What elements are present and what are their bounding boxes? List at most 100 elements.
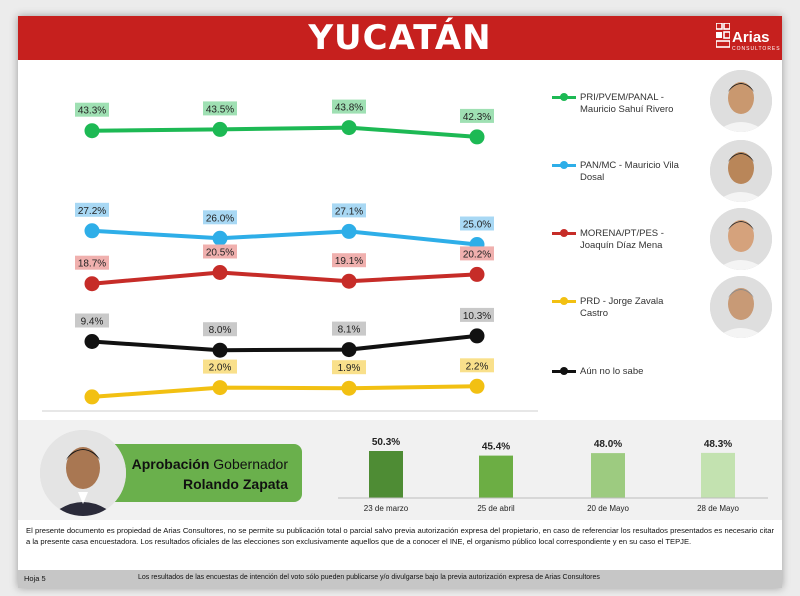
point-morena-3 — [341, 273, 357, 289]
approval-bar-1 — [369, 451, 403, 498]
data-label-bg — [75, 255, 109, 270]
point-pan-1 — [84, 223, 100, 239]
data-label-aun-1: 9.4% — [81, 317, 104, 328]
data-label-bg — [332, 321, 366, 336]
point-aun-2 — [212, 342, 228, 358]
approval-section: Aprobación Gobernador Rolando Zapata 50.… — [18, 420, 782, 520]
data-label-bg — [203, 359, 237, 374]
data-label-bg — [460, 108, 494, 123]
data-label-bg — [460, 216, 494, 231]
approval-value-label: 45.4% — [482, 442, 510, 453]
data-label-prd-2: 2.0% — [209, 363, 232, 374]
footer-bar: Hoja 5 Los resultados de las encuestas d… — [18, 570, 782, 588]
point-pri-1 — [84, 123, 100, 139]
data-label-pan-1: 27.2% — [78, 206, 106, 217]
candidate-photo-morena — [710, 208, 772, 270]
governor-photo — [40, 430, 126, 516]
data-label-bg — [332, 99, 366, 114]
approval-title-box: Aprobación Gobernador Rolando Zapata — [110, 444, 302, 502]
approval-category-label: 28 de Mayo — [697, 504, 739, 513]
approval-bar-2 — [479, 455, 513, 498]
approval-bar-3 — [591, 453, 625, 498]
point-prd-1 — [84, 389, 100, 405]
data-label-bg — [75, 313, 109, 328]
point-pan-3 — [341, 223, 357, 239]
data-label-morena-2: 20.5% — [206, 248, 234, 259]
trend-chart: 43.3% 43.5% 43.8% 42.3% 27.2% 26.0% 27.1% 25.0%… — [18, 60, 538, 432]
approval-title: Aprobación Gobernador — [110, 456, 288, 472]
legend-dot-icon — [560, 297, 568, 305]
approval-category-label: 23 de marzo — [364, 504, 409, 513]
point-pan-2 — [212, 230, 228, 246]
point-morena-4 — [469, 266, 485, 282]
approval-category-label: 25 de abril — [477, 504, 515, 513]
legend-dot-icon — [560, 93, 568, 101]
brand-name: Arias — [732, 29, 770, 46]
data-label-bg — [203, 101, 237, 116]
legend-dot-icon — [560, 229, 568, 237]
person-portrait-icon — [710, 208, 772, 270]
data-label-pri-4: 42.3% — [463, 112, 491, 123]
legend-panel: PRI/PVEM/PANAL - Mauricio Sahuí Rivero PA… — [538, 60, 782, 420]
footer-note: Los resultados de las encuestas de inten… — [138, 574, 600, 581]
series-line-prd — [91, 384, 478, 399]
data-label-bg — [75, 102, 109, 117]
approval-value-label: 48.3% — [704, 439, 732, 450]
data-label-bg — [460, 246, 494, 261]
data-label-pri-2: 43.5% — [206, 104, 234, 115]
series-line-pan — [91, 228, 478, 247]
point-prd-3 — [341, 380, 357, 396]
data-label-prd-4: 2.2% — [466, 361, 489, 372]
data-label-bg — [460, 307, 494, 322]
person-portrait-icon — [710, 70, 772, 132]
data-label-bg — [460, 358, 494, 373]
data-label-bg — [332, 253, 366, 268]
governor-portrait-icon — [40, 430, 126, 516]
data-label-bg — [203, 210, 237, 225]
approval-value-label: 48.0% — [594, 439, 622, 450]
point-prd-4 — [469, 378, 485, 394]
data-label-pan-2: 26.0% — [206, 213, 234, 224]
legend-label: MORENA/PT/PES - Joaquín Díaz Mena — [580, 228, 664, 251]
point-morena-2 — [212, 265, 228, 280]
approval-value-label: 50.3% — [372, 437, 400, 448]
page-title: YUCATÁN — [308, 18, 492, 58]
approval-chart-svg: 50.3% 23 de marzo 45.4% 25 de abril 48.0% 20 … — [338, 437, 768, 513]
data-label-pri-3: 43.8% — [335, 103, 363, 114]
legend-label: Aún no lo sabe — [580, 366, 644, 377]
legend-label: PAN/MC - Mauricio Vila Dosal — [580, 160, 679, 183]
data-label-pan-3: 27.1% — [335, 206, 363, 217]
point-pri-3 — [341, 120, 357, 136]
point-aun-1 — [84, 334, 100, 349]
data-label-bg — [332, 360, 366, 375]
data-label-bg — [203, 244, 237, 259]
candidate-photo-pan — [710, 140, 772, 202]
governor-name: Rolando Zapata — [182, 476, 288, 492]
brand-logo: Arias CONSULTORES — [716, 21, 780, 57]
disclaimer-block: El presente documento es propiedad de Ar… — [18, 520, 782, 570]
data-label-aun-3: 8.1% — [338, 325, 361, 336]
series-line-pri — [91, 125, 478, 139]
report-page: YUCATÁN Arias CONSULTORES 43.3% 43.5% 43.8… — [18, 16, 782, 588]
brand-subtitle: CONSULTORES — [732, 46, 781, 52]
data-label-morena-4: 20.2% — [463, 249, 491, 260]
data-label-morena-1: 18.7% — [78, 259, 106, 270]
approval-bar-4 — [701, 452, 735, 498]
approval-category-label: 20 de Mayo — [587, 504, 629, 513]
legend-dot-icon — [560, 367, 568, 375]
candidate-photo-pri — [710, 70, 772, 132]
point-pri-4 — [469, 129, 485, 145]
point-pri-2 — [212, 121, 228, 137]
point-aun-4 — [469, 328, 485, 344]
data-label-bg — [75, 202, 109, 217]
data-label-bg — [203, 322, 237, 337]
disclaimer-text: El presente documento es propiedad de Ar… — [26, 526, 774, 546]
person-portrait-icon — [710, 140, 772, 202]
page-number: Hoja 5 — [24, 574, 46, 583]
legend-dot-icon — [560, 161, 568, 169]
data-label-bg — [332, 203, 366, 218]
series-line-morena — [91, 270, 478, 286]
data-label-morena-3: 19.1% — [335, 256, 363, 267]
data-label-pri-1: 43.3% — [78, 106, 106, 117]
trend-chart-svg: 43.3% 43.5% 43.8% 42.3% 27.2% 26.0% 27.1% 25.0%… — [42, 99, 538, 432]
